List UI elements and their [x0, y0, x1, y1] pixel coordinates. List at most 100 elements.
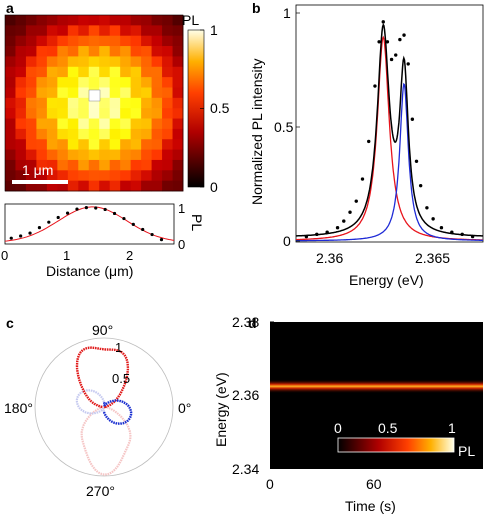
- pl-map-pixel: [67, 66, 79, 78]
- pl-map-pixel: [15, 170, 27, 182]
- polar-radial-05: 0.5: [112, 371, 130, 386]
- pl-map-pixel: [15, 118, 27, 130]
- timetrace-xlabel: Time (s): [345, 498, 396, 514]
- pl-map-pixel: [5, 15, 16, 26]
- pl-map-pixel: [78, 77, 90, 88]
- pl-map-pixel: [151, 170, 163, 182]
- spectrum-point: [439, 226, 444, 230]
- colorbar-d: [337, 437, 455, 453]
- profile-point: [103, 207, 107, 212]
- pl-map-pixel: [162, 77, 173, 88]
- pl-map-pixel: [5, 159, 16, 171]
- pl-map-pixel: [36, 118, 48, 130]
- pl-map-pixel: [67, 15, 79, 26]
- spectrum-xtick-2365: 2.365: [415, 250, 450, 266]
- pl-map-pixel: [162, 46, 173, 57]
- pl-map-pixel: [162, 66, 173, 78]
- pl-map-pixel: [5, 97, 16, 109]
- pl-map-pixel: [67, 159, 79, 171]
- pl-map-pixel: [172, 87, 184, 99]
- pl-map-pixel: [99, 87, 111, 99]
- profile-point: [84, 206, 88, 210]
- pl-map-pixel: [162, 128, 173, 140]
- pl-map-pixel: [78, 97, 90, 109]
- profile-point: [112, 211, 117, 216]
- profile-point: [28, 231, 32, 235]
- pl-map-pixel: [120, 108, 132, 119]
- pl-map-pixel: [151, 118, 163, 130]
- pl-map-pixel: [162, 25, 173, 37]
- pl-map-pixel: [5, 77, 16, 88]
- pl-map-pixel: [15, 35, 27, 47]
- pl-map-pixel: [130, 66, 142, 78]
- pl-map-center-pixel: [88, 89, 101, 102]
- pl-map-pixel: [120, 180, 132, 192]
- pl-map-pixel: [99, 170, 111, 182]
- pl-map-pixel: [120, 56, 132, 68]
- pl-map-pixel: [141, 108, 152, 119]
- profile-points: [9, 206, 164, 242]
- pl-map-pixel: [151, 66, 163, 78]
- profile-point: [65, 211, 70, 215]
- spectrum-point: [373, 84, 377, 88]
- pl-map-pixel: [36, 46, 48, 57]
- pl-map-pixel: [25, 170, 37, 182]
- timetrace-xtick-60: 60: [366, 476, 382, 492]
- pl-map-pixel: [36, 97, 48, 109]
- panel-a-label: a: [6, 0, 14, 16]
- spectrum-point: [410, 117, 415, 121]
- pl-map-pixel: [5, 25, 16, 37]
- pl-map-pixel: [15, 97, 27, 109]
- pl-map-pixel: [120, 97, 132, 109]
- pl-map-pixel: [130, 56, 142, 68]
- pl-map-pixel: [57, 66, 69, 78]
- profile-point: [159, 238, 164, 242]
- pl-map-pixel: [88, 149, 100, 161]
- pl-map-pixel: [25, 128, 37, 140]
- profile-point: [47, 220, 51, 224]
- pl-map-pixel: [151, 149, 163, 161]
- pl-map-pixel: [5, 170, 16, 182]
- pl-map-pixel: [141, 159, 152, 171]
- pl-map-pixel: [5, 66, 16, 78]
- spectrum-point: [418, 183, 423, 188]
- spectrum-axes: [295, 4, 484, 243]
- pl-map-pixel: [141, 56, 152, 68]
- polar-red: [75, 346, 130, 409]
- pl-map-pixel: [36, 108, 48, 119]
- pl-map-pixel: [46, 97, 58, 109]
- pl-map-pixel: [5, 56, 16, 68]
- pl-map-pixel: [5, 108, 16, 119]
- pl-map-pixel: [36, 15, 48, 26]
- pl-map-pixel: [88, 170, 100, 182]
- pl-map-pixel: [109, 87, 121, 99]
- spectrum-point: [354, 199, 358, 203]
- pl-map-pixel: [88, 139, 100, 150]
- pl-map-pixel: [162, 87, 173, 99]
- pl-map-pixel: [5, 118, 16, 130]
- pl-map-pixel: [25, 66, 37, 78]
- pl-map-pixel: [151, 128, 163, 140]
- pl-map: [5, 15, 184, 192]
- pl-map-pixel: [151, 15, 163, 26]
- pl-map-pixel: [130, 25, 142, 37]
- pl-map-pixel: [151, 180, 163, 192]
- pl-map-pixel: [57, 149, 69, 161]
- pl-map-pixel: [109, 56, 121, 68]
- pl-map-pixel: [57, 15, 69, 26]
- pl-map-pixel: [151, 108, 163, 119]
- pl-map-pixel: [151, 56, 163, 68]
- pl-map-pixel: [172, 97, 184, 109]
- polar-label-90: 90°: [92, 322, 113, 338]
- pl-map-pixel: [141, 66, 152, 78]
- pl-map-pixel: [88, 25, 100, 37]
- polar-blue-faint: [75, 389, 106, 415]
- pl-map-pixel: [15, 139, 27, 150]
- pl-map-pixel: [78, 118, 90, 130]
- pl-map-pixel: [130, 180, 142, 192]
- pl-map-pixel: [120, 35, 132, 47]
- spectrum-fit-red: [296, 35, 483, 241]
- pl-map-pixel: [67, 46, 79, 57]
- pl-map-pixel: [46, 56, 58, 68]
